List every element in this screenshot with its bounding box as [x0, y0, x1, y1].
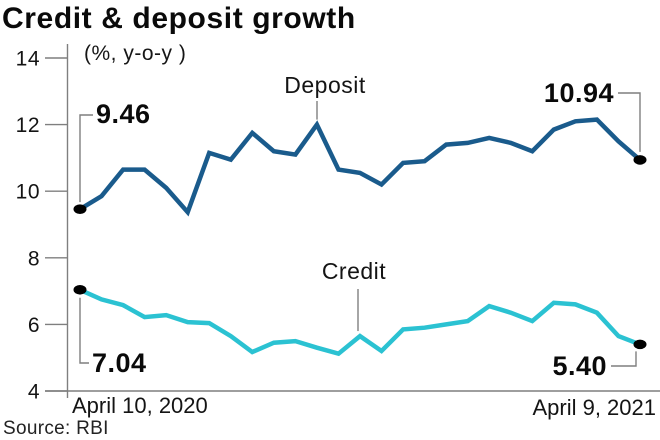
y-tick-label: 6	[28, 314, 40, 337]
deposit-end-value-label: 10.94	[543, 78, 614, 108]
credit-start-marker	[73, 284, 87, 295]
deposit-line	[78, 117, 642, 217]
x-axis-start-label: April 10, 2020	[72, 393, 208, 418]
y-tick-label: 12	[16, 114, 40, 137]
y-tick-label: 4	[28, 381, 40, 404]
deposit-start-marker	[73, 204, 87, 214]
credit-end-marker	[633, 339, 647, 350]
credit-line	[79, 287, 641, 357]
deposit-start-callout-line	[79, 114, 93, 203]
y-tick-label: 8	[28, 247, 40, 270]
y-tick-label: 14	[16, 48, 40, 71]
y-tick-label: 10	[16, 181, 40, 204]
credit-start-callout-line	[79, 297, 89, 364]
credit-end-callout-line	[611, 351, 637, 367]
deposit-end-marker	[633, 155, 647, 165]
y-axis-unit-label: (%, y-o-y )	[84, 42, 187, 65]
deposit-series-label: Deposit	[284, 72, 366, 98]
credit-end-value-label: 5.40	[552, 351, 607, 381]
credit-series-label: Credit	[321, 258, 387, 284]
source-attribution: Source: RBI	[3, 418, 109, 439]
chart-title: Credit & deposit growth	[2, 2, 356, 35]
deposit-start-value-label: 9.46	[96, 99, 151, 129]
x-axis-end-label: April 9, 2021	[532, 395, 656, 420]
credit-start-value-label: 7.04	[92, 348, 147, 378]
deposit-end-callout-line	[618, 92, 641, 152]
